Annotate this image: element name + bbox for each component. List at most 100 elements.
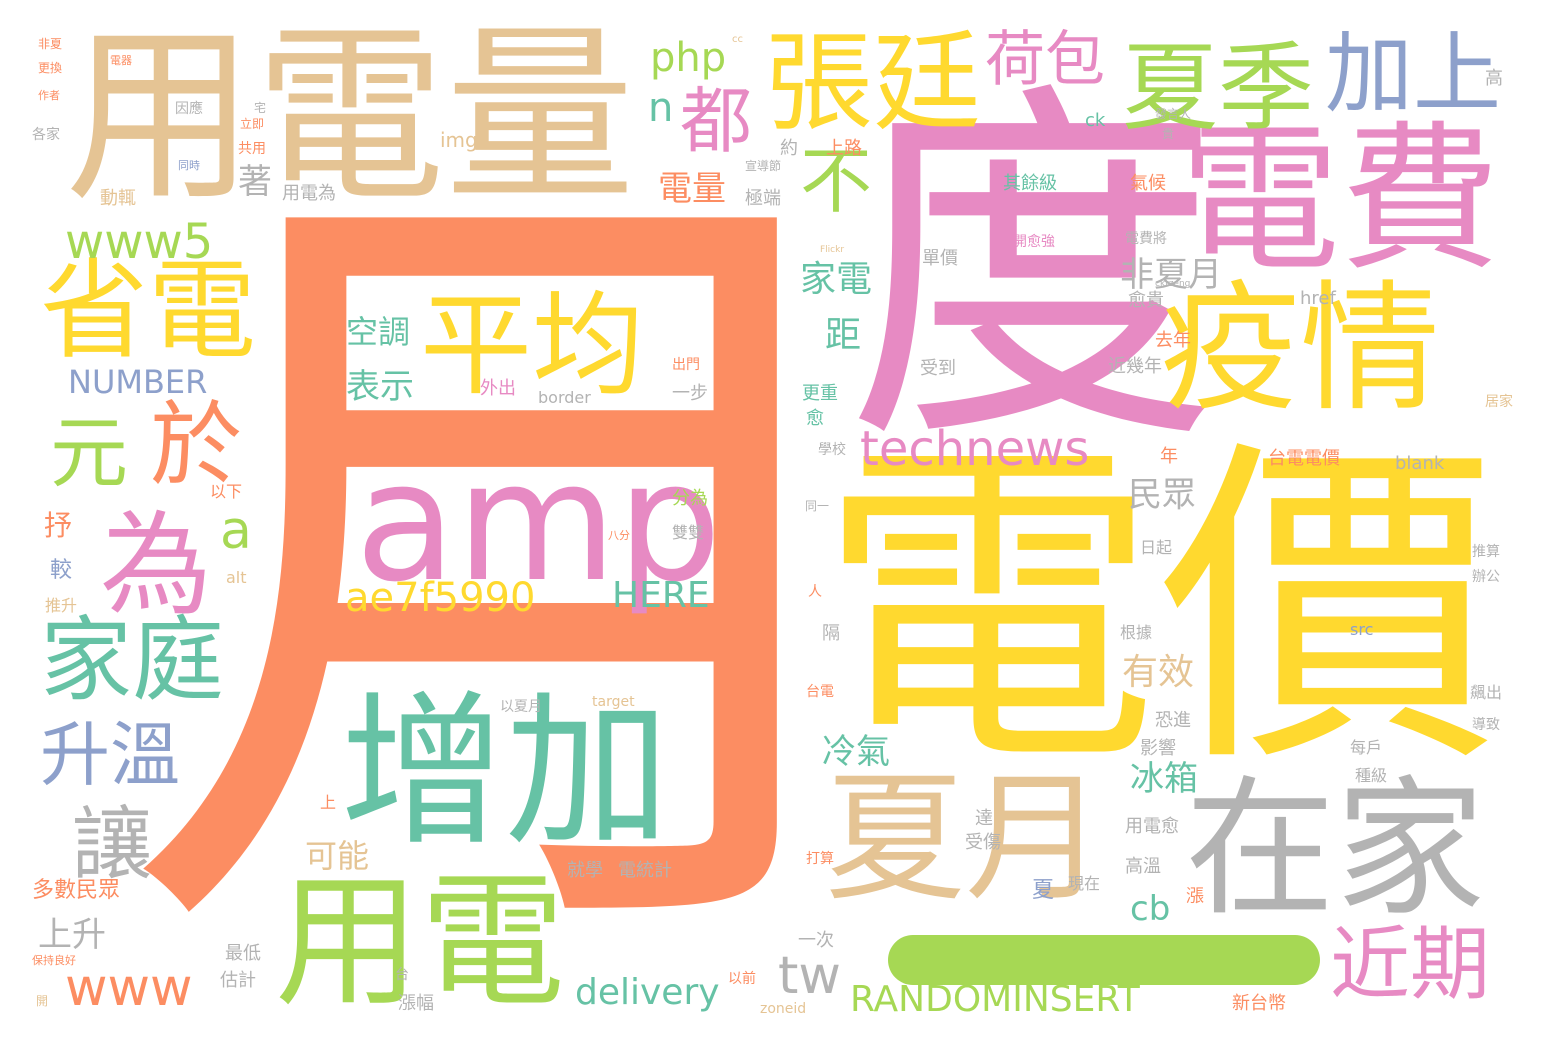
word-cloud-word: 推算: [1472, 544, 1500, 560]
word-cloud-word: 以夏月: [500, 699, 542, 715]
word-cloud-word: 作者: [38, 89, 60, 102]
word-cloud-word: 上路: [826, 138, 862, 159]
word-cloud-word: 非夏: [38, 37, 63, 51]
word-cloud-word: 學校: [818, 442, 846, 458]
word-cloud-word: 家庭: [40, 607, 225, 714]
word-cloud-word: 共用: [238, 141, 266, 157]
word-cloud-word: 開: [36, 994, 49, 1008]
word-cloud-word: 夏季: [1122, 32, 1314, 144]
word-cloud-word: 電器: [110, 54, 132, 67]
word-cloud-word: 用電為: [282, 183, 336, 204]
word-cloud-word: 動輒: [100, 188, 136, 209]
word-cloud-word: 增加: [340, 676, 670, 868]
word-cloud-word: 加上: [1325, 22, 1502, 125]
word-cloud-word: src: [1350, 620, 1374, 639]
word-cloud-word: 現在: [1068, 874, 1101, 893]
word-cloud-word: 以前: [728, 971, 756, 987]
word-cloud-word: 升溫: [40, 714, 180, 796]
word-cloud-word: 貴: [1162, 127, 1175, 141]
word-cloud-word: cktzeng: [1155, 279, 1191, 289]
word-cloud-word: 空調: [346, 313, 411, 351]
word-cloud-word: 立即: [240, 117, 265, 131]
word-cloud-word: 台電電價: [1268, 448, 1340, 469]
word-cloud-word: cc: [732, 34, 743, 45]
word-cloud-word: a: [220, 501, 252, 561]
word-cloud-word: 都: [680, 79, 753, 163]
word-cloud-word: 有效: [1122, 652, 1195, 693]
word-cloud-word: 估計: [220, 970, 256, 991]
word-cloud-word: 去年: [1155, 330, 1191, 351]
word-cloud-word: 最低: [225, 943, 261, 964]
word-cloud-word: 同時: [178, 159, 200, 172]
word-cloud-word: 居家: [1485, 394, 1513, 410]
word-cloud-word: 著: [238, 162, 272, 202]
word-cloud-word: 月: [120, 104, 920, 1036]
word-cloud-word: php: [650, 35, 727, 81]
word-cloud-word: 較: [50, 558, 73, 583]
word-cloud-word: n: [648, 85, 674, 131]
word-cloud-word: ck: [1085, 110, 1106, 131]
word-cloud-word: 電價: [818, 412, 1498, 808]
word-cloud-word: 表示: [346, 367, 414, 407]
word-cloud-word: 辦公: [1472, 569, 1500, 585]
word-cloud-word: 雙雙: [672, 523, 705, 542]
word-cloud-word: 更換: [38, 61, 63, 75]
word-cloud-word: 高: [1485, 68, 1503, 89]
word-cloud-word: 上升: [38, 915, 106, 955]
word-cloud-word: 其餘級: [1003, 173, 1057, 194]
word-cloud-word: 可能: [305, 837, 370, 875]
word-cloud-word: 種級: [1355, 766, 1388, 785]
word-cloud-word: 人: [808, 584, 822, 600]
word-cloud-word: 每戶: [1350, 738, 1383, 757]
word-cloud-word: 年: [1160, 446, 1178, 467]
word-cloud-word: 為: [100, 501, 212, 631]
word-cloud-word: 高溫: [1125, 856, 1161, 877]
word-cloud-word: blank: [1395, 453, 1445, 474]
word-cloud-word: 多數民眾: [32, 878, 121, 903]
word-cloud-word: ae7f5990: [345, 575, 536, 621]
word-cloud-word: cb: [1130, 889, 1171, 929]
word-cloud-word: 台: [395, 967, 409, 983]
word-cloud-word: 漲: [1186, 886, 1204, 907]
word-cloud-word: 根據: [1120, 623, 1153, 642]
word-cloud-word: 電統計: [618, 860, 672, 881]
word-cloud-word: tw: [778, 946, 841, 1006]
word-cloud-word: border: [538, 388, 591, 407]
word-cloud-word: 平均: [420, 281, 644, 411]
word-cloud-word: NUMBER: [68, 363, 208, 401]
word-cloud-word: 近期: [1330, 918, 1490, 1011]
word-cloud-word: 外出: [480, 378, 516, 399]
word-cloud-word: 夏月: [825, 758, 1106, 921]
word-cloud-word: 開愈強: [1013, 234, 1055, 250]
word-cloud-word: 張廷: [765, 21, 982, 146]
word-cloud-word: 出門: [672, 357, 700, 373]
word-cloud-word: 冰箱: [1130, 759, 1198, 799]
word-cloud-word: 受到: [920, 358, 956, 379]
green-bar-shape: [888, 935, 1320, 985]
word-cloud-word: 非夏月: [1120, 255, 1222, 295]
word-cloud-word: 分為: [672, 488, 708, 509]
word-cloud-word: 省電: [40, 249, 257, 374]
word-cloud-word: 飆出: [1470, 683, 1503, 702]
word-cloud-word: href: [1300, 288, 1336, 309]
word-cloud-word: 以下: [210, 482, 243, 501]
word-cloud-word: 電費將: [1125, 231, 1167, 247]
word-cloud-word: 約: [780, 138, 798, 159]
word-cloud-word: 受傷: [965, 832, 1001, 853]
word-cloud-word: 導致: [1472, 717, 1500, 733]
word-cloud-word: 影響: [1140, 738, 1176, 759]
word-cloud-word: 愈: [806, 408, 824, 429]
word-cloud-word: 電量: [658, 169, 726, 209]
word-cloud-word: 愈貴: [1128, 290, 1164, 311]
word-cloud-word: 荷包: [985, 25, 1105, 95]
word-cloud-word: 就學: [567, 860, 603, 881]
word-cloud-word: 一步: [672, 383, 708, 404]
word-cloud-word: 更重: [802, 383, 838, 404]
word-cloud-word: 不: [800, 139, 873, 223]
word-cloud-word: 保持良好: [32, 954, 76, 967]
word-cloud-word: 達: [975, 808, 993, 829]
word-cloud-word: 隔: [822, 623, 840, 644]
word-cloud-word: alt: [226, 568, 247, 587]
word-cloud-word: 八分: [608, 529, 630, 542]
